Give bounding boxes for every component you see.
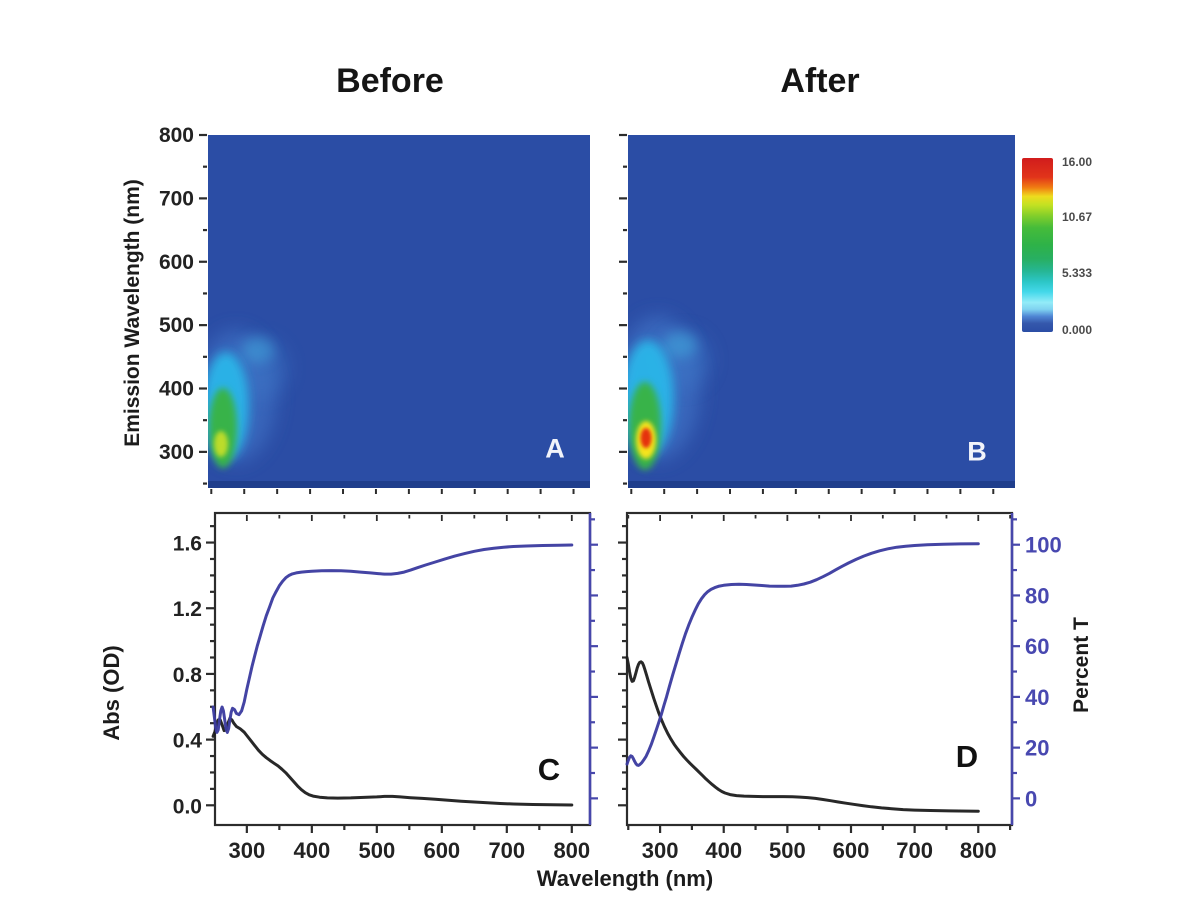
fluorescence-hotspot (214, 431, 228, 457)
panel-letter-c: C (537, 752, 561, 787)
absorbance-curve (211, 716, 574, 807)
axis-tick-label: 400 (293, 838, 330, 863)
panel-title-after: After (780, 62, 860, 100)
axis-tick-label: 400 (705, 838, 742, 863)
absorbance-axis-label: Abs (OD) (99, 645, 124, 741)
axis-tick-label: 700 (488, 838, 525, 863)
axis-tick-label: 1.2 (173, 598, 202, 621)
axis-tick-label: 60 (1025, 634, 1049, 659)
panel-letter-d: D (955, 739, 979, 774)
axis-tick-label: 300 (642, 838, 679, 863)
axis-tick-label: 600 (423, 838, 460, 863)
axis-tick-label: 80 (1025, 583, 1049, 608)
axis-tick-label: 700 (896, 838, 933, 863)
axis-tick-label: 500 (769, 838, 806, 863)
axis-tick-label: 100 (1025, 533, 1062, 558)
axis-tick-label: 500 (159, 314, 194, 337)
axis-tick-label: 700 (159, 187, 194, 210)
axis-tick-label: 0 (1025, 786, 1037, 811)
axis-tick-label: 400 (159, 378, 194, 401)
absorbance-curve (625, 656, 980, 813)
colorbar-tick-label: 10.67 (1062, 210, 1093, 224)
fluorescence-hotspot (663, 332, 697, 358)
panel-title-before: Before (336, 62, 444, 100)
axis-tick-label: 40 (1025, 685, 1049, 710)
panel-letter-b: B (967, 436, 987, 467)
axis-tick-label: 300 (159, 441, 194, 464)
fluorescence-hotspot (242, 337, 274, 363)
axis-tick-label: 800 (960, 838, 997, 863)
axis-tick-label: 0.8 (173, 664, 203, 687)
colorbar-tick-label: 0.000 (1062, 323, 1093, 337)
wavelength-axis-label: Wavelength (nm) (536, 866, 714, 891)
intensity-colorbar (1022, 158, 1053, 332)
axis-tick-label: 1.6 (173, 533, 202, 556)
axis-tick-label: 500 (358, 838, 395, 863)
colorbar-tick-label: 16.00 (1062, 155, 1093, 169)
axis-tick-label: 300 (228, 838, 265, 863)
panel-letter-a: A (545, 433, 565, 464)
percent-t-curve (211, 543, 574, 734)
colorbar-tick-label: 5.333 (1062, 266, 1093, 280)
fluorescence-hotspot (640, 428, 652, 448)
axis-tick-label: 0.0 (173, 795, 202, 818)
percent-t-curve (625, 542, 980, 767)
axis-tick-label: 600 (159, 251, 194, 274)
percent-t-axis-label: Percent T (1070, 617, 1093, 713)
axis-tick-label: 800 (159, 124, 194, 147)
axis-tick-label: 800 (553, 838, 590, 863)
axis-tick-label: 20 (1025, 736, 1049, 761)
spectra-panel-d (625, 511, 1014, 827)
eem-panel-b (628, 135, 1015, 488)
axis-tick-label: 600 (833, 838, 870, 863)
axis-tick-label: 0.4 (173, 730, 203, 753)
eem-panel-a (208, 135, 590, 488)
spectra-panel-c (213, 511, 592, 827)
emission-axis-label: Emission Wavelength (nm) (121, 179, 144, 447)
